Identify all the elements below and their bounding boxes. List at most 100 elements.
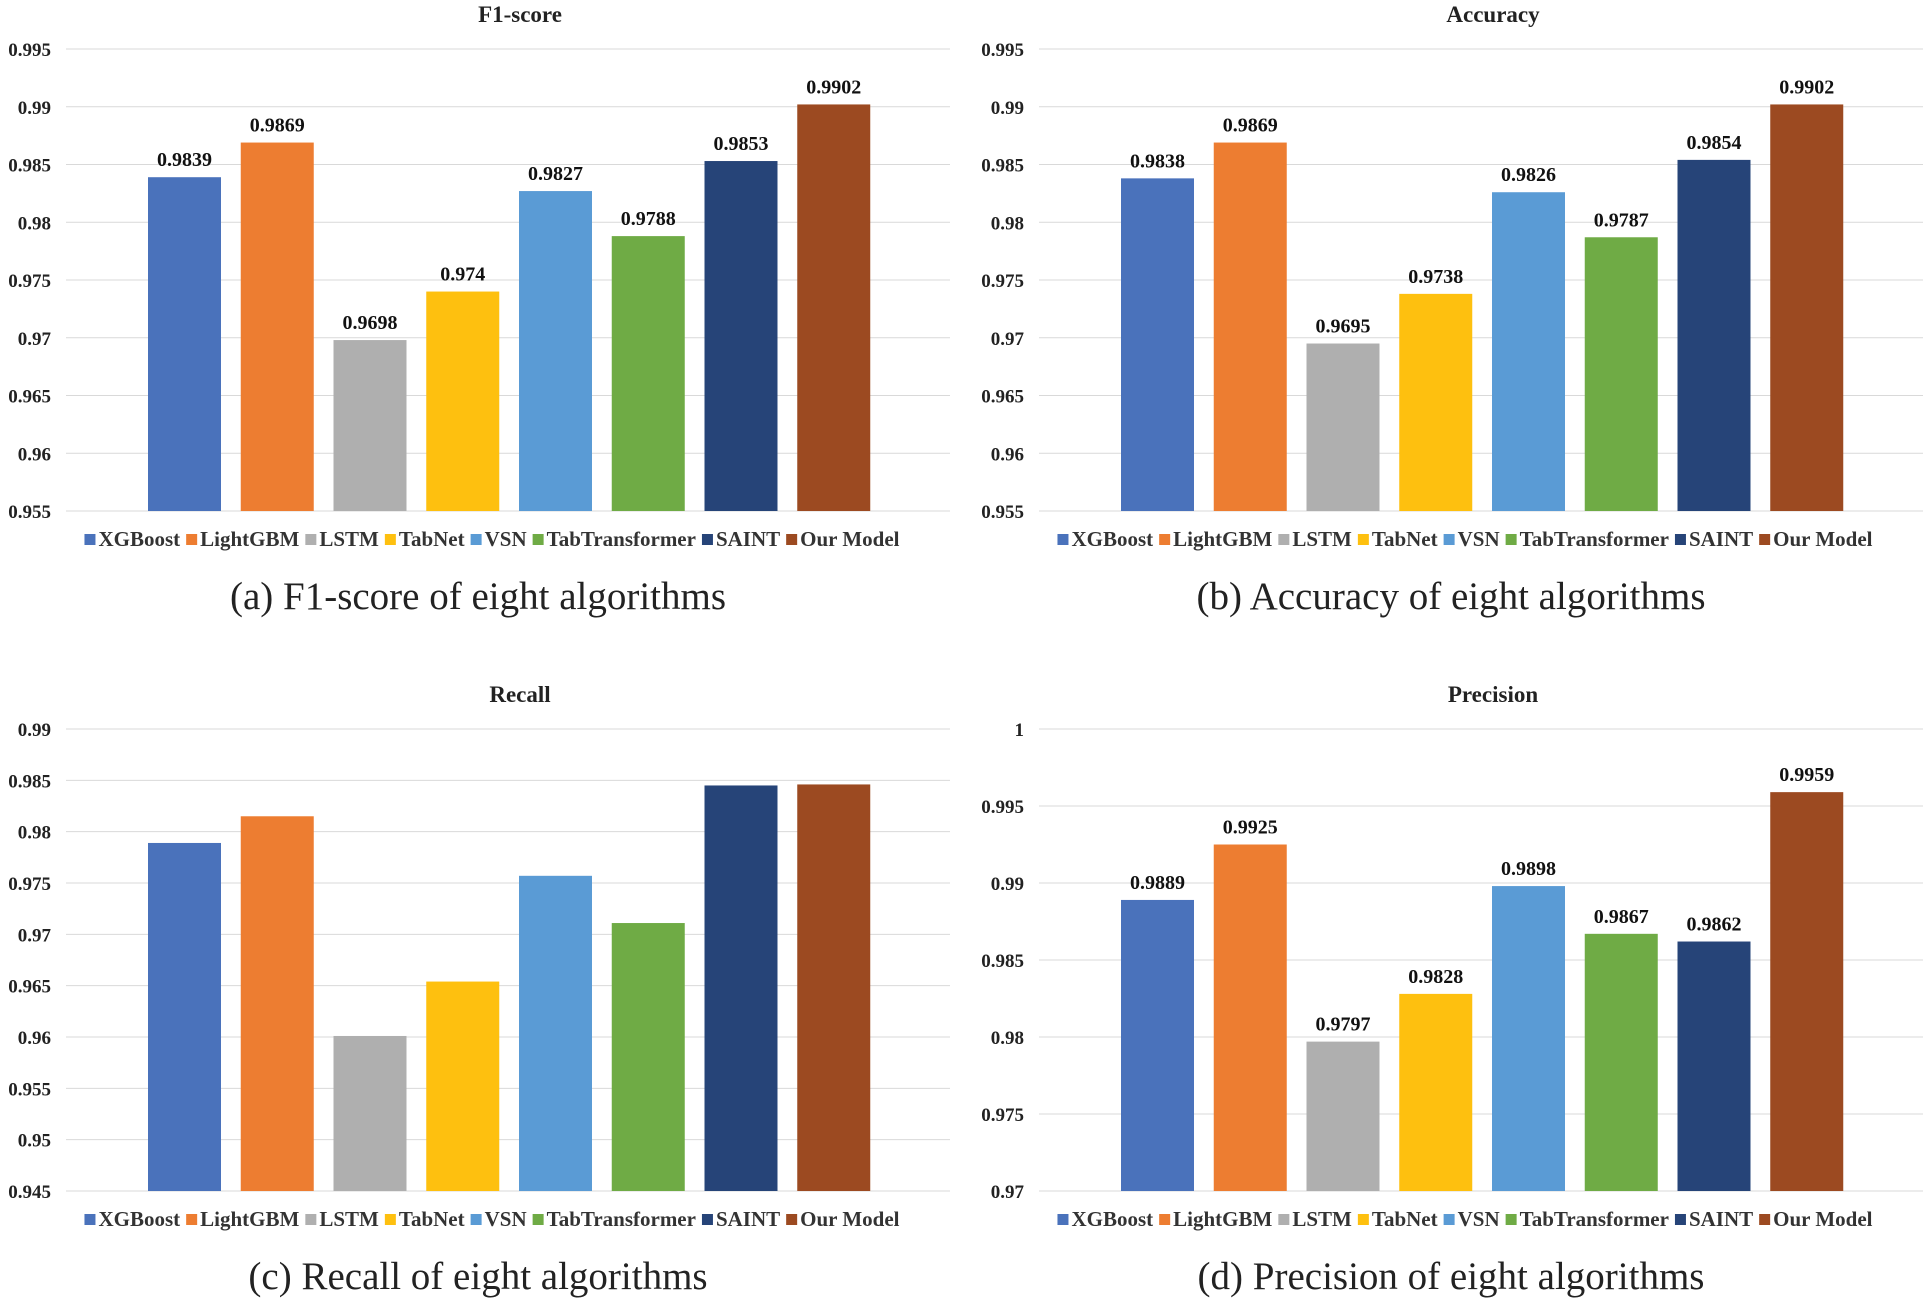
y-tick-label: 0.97 (18, 329, 52, 350)
bar-vsn (1492, 886, 1565, 1191)
legend-item-vsn: VSN (1443, 527, 1500, 551)
y-tick-label: 0.955 (8, 502, 51, 523)
y-tick-label: 0.98 (18, 213, 51, 234)
legend-item-xgboost: XGBoost (1057, 1207, 1153, 1231)
y-tick-label: 0.965 (981, 387, 1024, 408)
data-label-tabtransformer: 0.9788 (621, 208, 676, 230)
y-tick-label: 0.975 (981, 1105, 1024, 1126)
legend-swatch (1674, 534, 1686, 545)
bar-our-model (1770, 792, 1844, 1191)
legend-item-our-model: Our Model (786, 1207, 900, 1231)
data-label-our-model: 0.9902 (1779, 76, 1834, 98)
legend-label: SAINT (716, 1207, 780, 1231)
y-tick-label: 0.975 (8, 271, 51, 292)
legend-swatch (305, 1214, 317, 1225)
legend-label: LSTM (319, 527, 379, 551)
y-tick-label: 0.98 (991, 213, 1024, 234)
data-label-our-model: 0.9902 (806, 76, 861, 98)
data-label-saint: 0.9853 (714, 133, 769, 155)
data-label-tabnet: 0.974 (440, 264, 485, 286)
y-tick-label: 0.985 (981, 951, 1024, 972)
legend-label: Our Model (1773, 527, 1873, 551)
chart-f1-score: F1-score 0.955 0.96 0.965 0.97 0.975 0.98 0.985… (8, 2, 950, 551)
legend-label: LightGBM (200, 1207, 299, 1231)
legend-label: VSN (485, 527, 527, 551)
legend-swatch (1057, 534, 1069, 545)
legend-swatch (1357, 534, 1369, 545)
bar-vsn (519, 191, 592, 511)
legend-label: TabTransformer (1520, 1207, 1669, 1231)
legend-label: SAINT (1689, 1207, 1753, 1231)
legend-label: SAINT (1689, 527, 1753, 551)
legend-item-tabtransformer: TabTransformer (1505, 1207, 1669, 1231)
legend-label: TabNet (399, 1207, 465, 1231)
legend-swatch (186, 1214, 198, 1225)
chart-title: Recall (489, 682, 550, 707)
bar-tabtransformer (611, 236, 685, 512)
chart-recall: Recall 0.945 0.95 0.955 0.96 0.965 0.97 0.975 0.… (8, 682, 950, 1231)
bar-lstm (333, 1035, 407, 1191)
bar-lstm (1306, 343, 1380, 511)
legend-item-vsn: VSN (470, 1207, 527, 1231)
data-label-our-model: 0.9959 (1779, 764, 1834, 786)
legend-swatch (186, 534, 198, 545)
legend-label: LightGBM (1173, 527, 1272, 551)
legend-item-tabnet: TabNet (384, 527, 465, 551)
bar-vsn (1492, 192, 1565, 511)
legend-label: LightGBM (200, 527, 299, 551)
legend-item-our-model: Our Model (1759, 1207, 1873, 1231)
legend-swatch (786, 1214, 798, 1225)
y-tick-label: 0.985 (981, 156, 1024, 177)
legend-label: TabTransformer (547, 527, 696, 551)
y-tick-label: 0.985 (8, 156, 51, 177)
legend-label: XGBoost (98, 1207, 180, 1231)
y-tick-label: 0.98 (991, 1028, 1024, 1049)
legend-swatch (84, 534, 96, 545)
legend-label: VSN (1458, 527, 1500, 551)
y-tick-label: 0.96 (18, 1028, 51, 1049)
bar-xgboost (148, 177, 221, 511)
legend-swatch (1159, 1214, 1171, 1225)
legend-swatch (786, 534, 798, 545)
chart-precision: Precision 0.97 0.975 0.98 0.985 0.99 0.995 1 0.9… (981, 682, 1923, 1231)
bar-tabnet (1399, 993, 1473, 1191)
chart-title: Accuracy (1446, 2, 1540, 27)
legend-swatch (701, 1214, 713, 1225)
y-tick-label: 0.995 (981, 40, 1024, 61)
legend-swatch (1278, 1214, 1290, 1225)
y-tick-label: 0.995 (981, 797, 1024, 818)
legend-swatch (1505, 1214, 1517, 1225)
legend-item-vsn: VSN (470, 527, 527, 551)
legend-swatch (1759, 1214, 1771, 1225)
legend: XGBoost LightGBM LSTM TabNet VSN TabTransform… (84, 527, 900, 551)
data-label-saint: 0.9862 (1687, 914, 1742, 936)
y-tick-label: 0.955 (981, 502, 1024, 523)
legend-item-lightgbm: LightGBM (186, 527, 300, 551)
legend-label: SAINT (716, 527, 780, 551)
legend-swatch (1759, 534, 1771, 545)
legend-label: XGBoost (1071, 527, 1153, 551)
legend-item-lightgbm: LightGBM (1159, 1207, 1273, 1231)
legend-item-vsn: VSN (1443, 1207, 1500, 1231)
bar-tabtransformer (611, 923, 685, 1191)
data-label-lightgbm: 0.9869 (1223, 115, 1278, 137)
bar-our-model (797, 784, 871, 1191)
legend-item-xgboost: XGBoost (1057, 527, 1153, 551)
bar-saint (704, 785, 778, 1191)
bar-tabnet (426, 291, 500, 511)
legend-label: TabNet (399, 527, 465, 551)
data-label-lightgbm: 0.9869 (250, 115, 305, 137)
y-tick-label: 0.99 (18, 98, 51, 119)
legend-item-our-model: Our Model (1759, 527, 1873, 551)
legend-swatch (1443, 1214, 1455, 1225)
y-tick-label: 0.99 (18, 720, 51, 741)
legend: XGBoost LightGBM LSTM TabNet VSN TabTransform… (1057, 527, 1873, 551)
legend-label: LSTM (319, 1207, 379, 1231)
legend-label: XGBoost (98, 527, 180, 551)
bar-tabtransformer (1584, 933, 1658, 1191)
y-tick-label: 0.97 (18, 925, 52, 946)
bar-saint (1677, 941, 1751, 1191)
bar-xgboost (1121, 899, 1194, 1191)
legend-item-tabtransformer: TabTransformer (532, 1207, 696, 1231)
